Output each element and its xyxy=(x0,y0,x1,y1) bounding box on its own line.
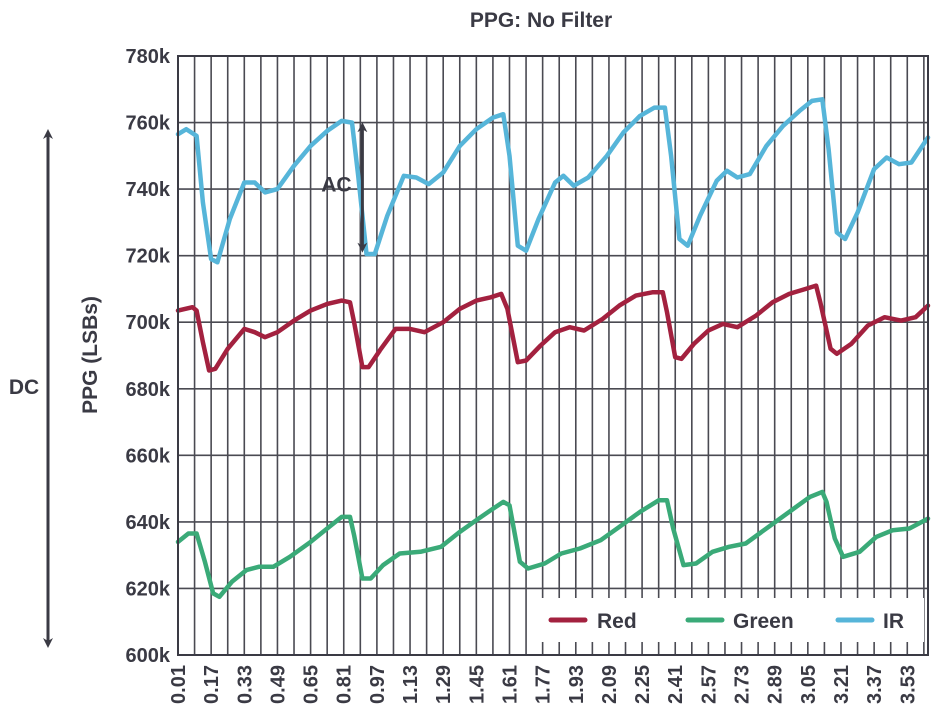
x-tick-label: 1.93 xyxy=(566,665,588,704)
y-tick-label: 780k xyxy=(126,46,171,68)
y-tick-label: 640k xyxy=(126,512,171,534)
y-tick-label: 660k xyxy=(126,445,171,467)
chart-title: PPG: No Filter xyxy=(470,9,612,32)
series-line-red xyxy=(175,283,931,373)
x-tick-label: 0.65 xyxy=(301,665,323,704)
x-tick-label: 0.81 xyxy=(334,665,356,704)
x-tick-label: 1.29 xyxy=(433,665,455,704)
x-tick-label: 3.05 xyxy=(798,665,820,704)
dc-label: DC xyxy=(9,376,39,399)
gridlines xyxy=(177,55,928,656)
y-tick-label: 620k xyxy=(126,578,171,600)
x-tick-label: 2.57 xyxy=(698,665,720,704)
y-tick-label: 720k xyxy=(126,246,171,268)
legend: Red Green IR xyxy=(532,598,924,642)
x-tick-label: 3.53 xyxy=(897,665,919,704)
y-tick-label: 760k xyxy=(126,113,171,135)
legend-label-red: Red xyxy=(597,610,637,633)
legend-label-ir: IR xyxy=(883,610,904,633)
ac-label: AC xyxy=(321,173,351,196)
x-tick-label: 0.17 xyxy=(201,665,223,704)
x-tick-label: 2.09 xyxy=(599,665,621,704)
y-tick-label: 680k xyxy=(126,379,171,401)
x-tick-label: 0.49 xyxy=(267,665,289,704)
x-tick-label: 2.25 xyxy=(632,665,654,704)
x-axis-ticks: 0.01 0.17 0.33 0.49 0.65 0.81 0.97 1.13 1.29 1.45… xyxy=(168,665,919,704)
x-tick-label: 2.41 xyxy=(665,665,687,704)
y-axis-label: PPG (LSBs) xyxy=(79,296,102,414)
x-tick-label: 2.89 xyxy=(765,665,787,704)
series-layer xyxy=(175,97,931,600)
series-line-ir xyxy=(175,97,931,265)
x-tick-label: 3.21 xyxy=(831,665,853,704)
y-tick-label: 700k xyxy=(126,312,171,334)
x-tick-label: 1.13 xyxy=(400,665,422,704)
x-tick-label: 0.33 xyxy=(234,665,256,704)
x-tick-label: 1.45 xyxy=(466,665,488,704)
x-tick-label: 0.01 xyxy=(168,665,190,704)
x-tick-label: 3.37 xyxy=(864,665,886,704)
x-tick-label: 1.61 xyxy=(499,665,521,704)
y-tick-label: 600k xyxy=(126,645,171,667)
series-line-green xyxy=(175,489,931,600)
y-axis-ticks: 600k 620k 640k 660k 680k 700k 720k 740k 760k 780k xyxy=(126,46,171,667)
legend-label-green: Green xyxy=(733,610,794,633)
x-tick-label: 1.77 xyxy=(533,665,555,704)
y-tick-label: 740k xyxy=(126,179,171,201)
x-tick-label: 2.73 xyxy=(732,665,754,704)
plot-frame xyxy=(177,55,929,656)
x-tick-label: 0.97 xyxy=(367,665,389,704)
